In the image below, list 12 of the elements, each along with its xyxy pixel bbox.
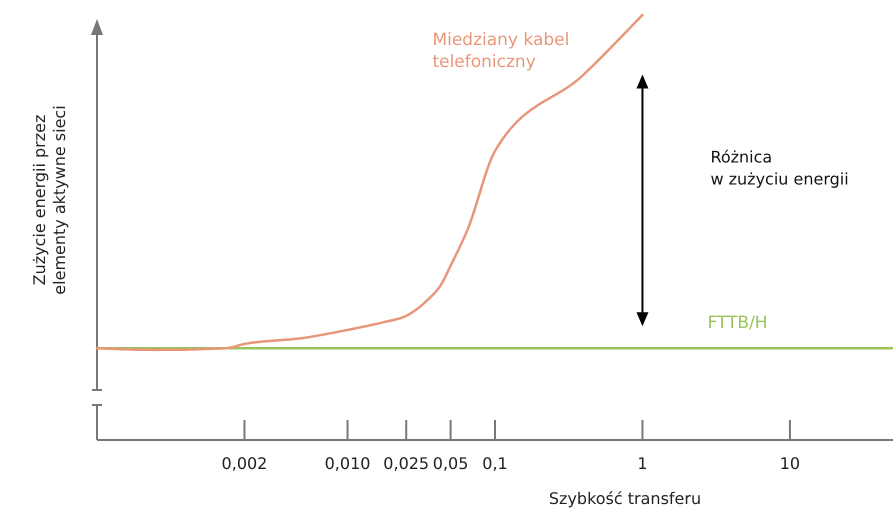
x-tick-label: 10 — [780, 454, 800, 473]
annotation: Różnica w zużyciu energii — [710, 147, 849, 188]
x-tick-label: 0,05 — [432, 454, 468, 473]
y-axis-title: Zużycie energii przez elementy aktywne sieci — [30, 105, 69, 295]
series-label: Miedziany kabel telefoniczny — [432, 30, 570, 72]
series-label: FTTB/H — [707, 313, 768, 334]
x-tick-label: 1 — [637, 454, 648, 473]
x-tick-label: 0,010 — [324, 454, 370, 473]
x-tick-label: 0,002 — [222, 454, 268, 473]
x-tick-label: 0,1 — [482, 454, 508, 473]
x-tick-label: 0,025 — [383, 454, 430, 473]
x-axis-title: Szybkość transferu — [548, 489, 702, 508]
